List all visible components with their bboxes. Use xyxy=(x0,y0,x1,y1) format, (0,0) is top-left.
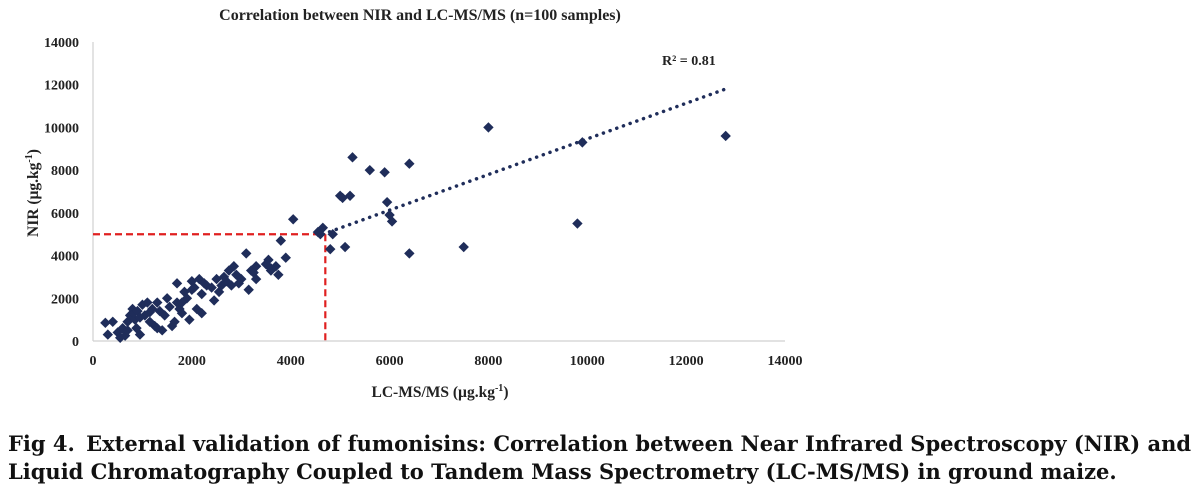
data-point xyxy=(312,226,324,238)
x-axis-label-superscript: -1 xyxy=(495,383,503,394)
data-point xyxy=(339,241,351,253)
data-point xyxy=(404,158,415,169)
y-tick-label: 4000 xyxy=(51,250,79,265)
y-tick-label: 10000 xyxy=(44,121,79,136)
y-axis-label-text: NIR (µg.kg xyxy=(25,162,42,237)
data-point xyxy=(122,325,133,336)
data-point xyxy=(379,167,390,178)
data-point xyxy=(164,301,175,313)
r-squared-label: R² = 0.81 xyxy=(662,54,716,69)
data-point xyxy=(572,218,583,229)
data-point xyxy=(134,312,146,323)
data-point xyxy=(577,137,588,148)
data-point xyxy=(152,322,163,334)
data-point xyxy=(273,269,284,280)
data-point xyxy=(325,243,336,255)
data-point xyxy=(280,252,291,263)
data-point xyxy=(287,214,299,225)
y-axis-label-close: ) xyxy=(25,149,42,154)
x-tick-labels: 0 2000 4000 6000 8000 10000 12000 14000 xyxy=(90,354,803,369)
data-point xyxy=(216,280,227,291)
y-axis-label: NIR (µg.kg-1) xyxy=(24,149,42,237)
figure-caption: Fig 4. External validation of fumonisins… xyxy=(8,430,1192,486)
data-point xyxy=(720,130,731,142)
data-point xyxy=(228,261,240,272)
x-tick-label: 6000 xyxy=(376,354,404,369)
reference-lines xyxy=(93,233,327,341)
data-point xyxy=(347,152,358,163)
data-point xyxy=(265,263,277,274)
trendline xyxy=(321,87,728,236)
data-point xyxy=(186,284,198,295)
data-point xyxy=(196,308,207,319)
x-axis-label-text: LC-MS/MS (µg.kg xyxy=(372,384,496,401)
data-point xyxy=(218,271,230,283)
x-axis-label-close: ) xyxy=(503,384,508,401)
data-point xyxy=(364,164,375,176)
y-tick-label: 0 xyxy=(72,335,79,350)
data-point xyxy=(102,329,114,340)
y-tick-label: 2000 xyxy=(51,292,79,307)
data-point xyxy=(243,284,254,295)
data-point xyxy=(206,282,217,293)
data-point xyxy=(144,306,156,318)
y-tick-labels: 0 2000 4000 6000 8000 10000 12000 14000 xyxy=(44,36,79,350)
data-point xyxy=(337,192,348,204)
x-tick-label: 2000 xyxy=(178,354,206,369)
x-tick-label: 8000 xyxy=(474,354,502,369)
data-point xyxy=(184,314,195,325)
data-point xyxy=(208,295,220,306)
data-point xyxy=(384,209,395,221)
caption-prefix: Fig 4. xyxy=(8,431,75,456)
caption-text: External validation of fumonisins: Corre… xyxy=(8,431,1192,484)
data-point xyxy=(275,235,287,246)
data-point xyxy=(263,254,274,266)
data-point xyxy=(176,308,188,319)
scatter-chart: Correlation between NIR and LC-MS/MS (n=… xyxy=(24,7,803,401)
x-tick-label: 14000 xyxy=(768,354,803,369)
data-point xyxy=(171,278,183,289)
y-tick-label: 14000 xyxy=(44,36,79,51)
data-point xyxy=(176,297,188,308)
data-point xyxy=(196,288,207,300)
data-point xyxy=(241,248,252,259)
y-tick-label: 8000 xyxy=(51,164,79,179)
data-point xyxy=(107,316,118,327)
data-point xyxy=(169,316,180,327)
y-axis-label-superscript: -1 xyxy=(24,154,35,162)
data-point xyxy=(404,248,415,259)
x-axis-label: LC-MS/MS (µg.kg-1) xyxy=(372,383,509,401)
data-point xyxy=(483,122,494,133)
data-point xyxy=(226,280,237,291)
data-point xyxy=(211,273,222,285)
y-tick-label: 12000 xyxy=(44,79,79,94)
data-point xyxy=(458,241,469,253)
data-point xyxy=(250,261,262,272)
x-tick-label: 10000 xyxy=(570,354,605,369)
data-point xyxy=(142,297,153,308)
data-point xyxy=(161,293,173,304)
x-tick-label: 4000 xyxy=(277,354,305,369)
data-point xyxy=(250,273,262,285)
x-tick-label: 0 xyxy=(90,354,97,369)
data-point xyxy=(233,278,245,289)
data-point xyxy=(134,329,146,340)
trendline-dotted xyxy=(321,87,728,236)
data-point xyxy=(152,297,163,308)
y-tick-label: 6000 xyxy=(51,207,79,222)
chart-title: Correlation between NIR and LC-MS/MS (n=… xyxy=(219,7,621,24)
data-point xyxy=(100,317,111,329)
data-point xyxy=(344,190,356,201)
data-points xyxy=(100,122,731,343)
data-point xyxy=(159,310,170,321)
data-point xyxy=(381,196,393,208)
x-tick-label: 12000 xyxy=(669,354,704,369)
